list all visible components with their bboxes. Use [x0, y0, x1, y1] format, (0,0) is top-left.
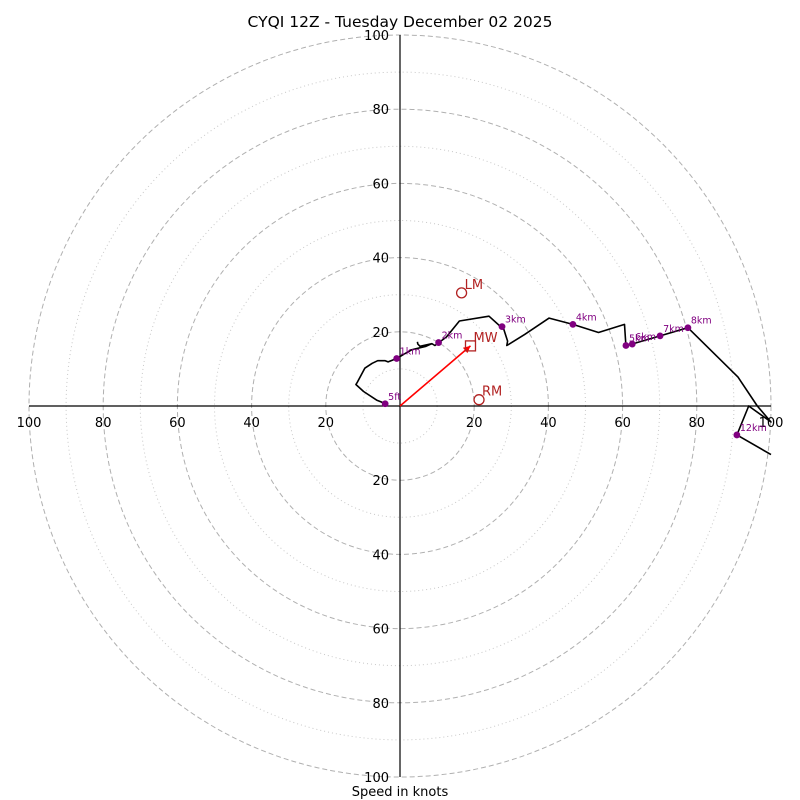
- storm-marker-MW: [464, 340, 477, 352]
- y-tick-bottom-20: 20: [372, 474, 389, 489]
- x-tick-left-20: 20: [318, 416, 335, 431]
- storm-label-LM: LM: [465, 278, 483, 293]
- storm-motion-markers: LM RM MW: [455, 278, 502, 406]
- x-tick-right-80: 80: [689, 416, 706, 431]
- height-marker-7km: [656, 332, 664, 340]
- y-tick-top-40: 40: [372, 252, 389, 267]
- height-label-5ft: 5ft: [388, 392, 401, 403]
- y-tick-top-100: 100: [364, 29, 389, 44]
- height-label-5km: 5km: [629, 334, 650, 345]
- mean-wind-vector-head: [462, 345, 471, 354]
- height-marker-2km: [435, 339, 442, 346]
- x-tick-right-20: 20: [466, 416, 483, 431]
- chart-title: CYQI 12Z - Tuesday December 02 2025: [248, 13, 553, 31]
- x-tick-right-60: 60: [614, 416, 631, 431]
- height-marker-12km: [733, 431, 741, 439]
- y-tick-bottom-60: 60: [372, 623, 389, 638]
- storm-label-RM: RM: [482, 385, 502, 400]
- x-axis-label: Speed in knots: [352, 785, 449, 800]
- height-marker-4km: [569, 320, 577, 328]
- mean-wind-vector: [399, 345, 472, 407]
- height-label-4km: 4km: [576, 312, 597, 323]
- height-marker-5km: [622, 342, 630, 349]
- x-tick-left-80: 80: [95, 416, 112, 431]
- height-label-6km: 6km: [635, 332, 656, 343]
- x-tick-left-60: 60: [169, 416, 186, 431]
- height-marker-3km: [498, 323, 506, 331]
- y-tick-bottom-100: 100: [364, 771, 389, 786]
- height-marker-6km: [628, 340, 636, 348]
- height-label-3km: 3km: [505, 315, 526, 326]
- height-label-12km: 12km: [740, 423, 767, 434]
- x-tick-left-40: 40: [243, 416, 260, 431]
- hodograph-trace-lower: [355, 342, 433, 405]
- y-tick-top-60: 60: [372, 177, 389, 192]
- y-tick-top-80: 80: [372, 103, 389, 118]
- storm-label-MW: MW: [473, 331, 497, 346]
- y-tick-bottom-40: 40: [372, 548, 389, 563]
- y-tick-bottom-80: 80: [372, 697, 389, 712]
- tick-labels: 100 80 60 40 20 20 40 60 80 100 20 40 60 80 100 20 40 60 8…: [17, 29, 784, 786]
- height-label-7km: 7km: [663, 324, 684, 335]
- height-marker-8km: [684, 324, 692, 332]
- mean-wind-vector-shaft: [399, 345, 472, 407]
- height-marker-5ft: [381, 400, 389, 408]
- y-tick-top-20: 20: [372, 326, 389, 341]
- storm-marker-RM: [473, 394, 485, 406]
- height-label-2km: 2km: [442, 331, 463, 342]
- x-tick-right-100: 100: [759, 416, 784, 431]
- height-label-8km: 8km: [691, 316, 712, 327]
- x-tick-right-40: 40: [540, 416, 557, 431]
- height-marker-1km: [393, 355, 401, 362]
- height-label-1km: 1km: [400, 347, 421, 358]
- storm-marker-LM: [455, 287, 468, 299]
- hodograph-trace-upper: [416, 315, 772, 456]
- hodograph-trace: [355, 315, 772, 456]
- x-tick-left-100: 100: [17, 416, 42, 431]
